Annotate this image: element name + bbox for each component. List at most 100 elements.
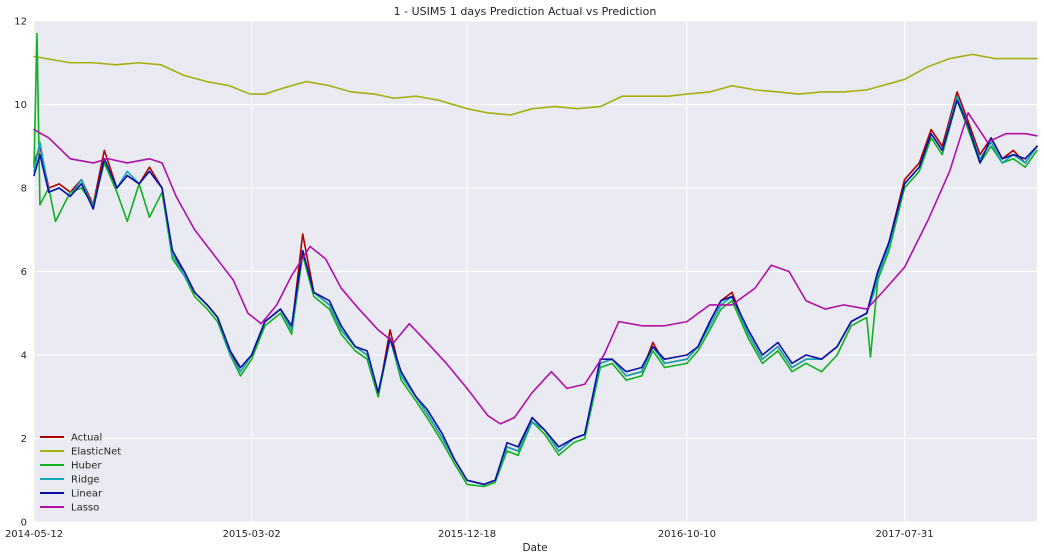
data-point [777,91,779,93]
data-point [115,64,117,66]
data-point [438,99,440,101]
data-point [175,195,177,197]
data-point [506,442,508,444]
data-point [229,350,231,352]
data-point [239,366,242,369]
data-point [229,354,231,356]
data-point [770,264,772,266]
data-point [747,329,749,331]
data-point [979,162,981,164]
data-point [836,354,838,356]
data-point [183,270,185,273]
data-point [291,325,293,327]
data-point [182,74,185,76]
data-point [584,437,586,440]
data-point [531,417,533,419]
data-point [805,300,807,302]
data-point [506,450,508,452]
data-point [206,308,208,310]
data-point [599,105,601,108]
data-point [340,329,342,331]
data-point [442,437,444,440]
data-point [641,375,643,377]
legend-label: Huber [71,461,102,472]
data-point [903,179,906,181]
data-point [558,450,560,452]
data-point [611,362,613,364]
data-point [302,250,304,252]
data-point [754,89,756,91]
data-point [531,421,533,423]
data-point [941,154,943,156]
data-point [584,383,586,385]
data-point [990,137,992,139]
data-point [611,358,613,360]
data-point [466,108,468,110]
data-point [194,291,196,293]
data-point [731,295,733,298]
data-point [400,375,402,377]
data-point [644,95,647,97]
data-point [80,179,82,181]
data-point [216,321,219,323]
data-point [1001,162,1003,164]
data-point [1005,133,1007,135]
data-point [576,108,578,110]
data-point [291,275,293,277]
data-point [264,321,266,323]
y-tick-label: 12 [14,17,27,28]
data-point [926,220,929,222]
data-point [686,362,688,364]
data-point [137,62,139,64]
data-point [264,93,266,95]
data-point [1012,158,1014,160]
series-line-ridge [33,95,1038,486]
data-point [1036,57,1038,60]
x-tick-label: 2015-03-02 [223,529,281,540]
data-point [291,329,293,331]
data-point [466,479,468,481]
data-point [979,154,981,156]
data-point [641,366,643,369]
data-point [994,57,996,60]
data-point [264,325,266,327]
data-point [930,128,932,131]
data-point [686,354,688,356]
data-point [92,62,94,64]
data-point [33,128,35,131]
data-point [213,254,215,256]
data-point [171,258,174,260]
data-point [754,287,756,289]
data-point [426,412,428,415]
data-point [80,183,82,185]
x-tick-label: 2014-05-12 [5,529,63,540]
data-point [48,191,50,193]
data-point [116,187,118,189]
data-point [573,437,575,440]
data-point [279,308,282,310]
data-point [171,250,174,252]
data-point [941,149,943,152]
grid-lines [33,20,1037,523]
data-point [805,354,807,356]
data-point [866,89,868,91]
data-point [69,195,71,197]
data-point [510,114,512,116]
tick-labels: 0 2 4 6 8 10 12 2014-05-12 2015-03-02 2015-12-18 2… [5,17,934,541]
data-point [558,446,560,448]
data-point [69,158,71,160]
data-point [92,208,94,210]
legend: Actual ElasticNet Huber Ridge Linear Lasso [40,433,121,514]
data-point [328,300,330,302]
data-point [328,85,330,87]
data-point [652,350,654,352]
data-point [366,350,368,352]
data-point [309,245,311,248]
data-point [358,308,360,310]
data-point [116,191,118,193]
y-tick-label: 6 [21,267,27,278]
data-point [39,154,41,156]
data-point [821,91,823,93]
data-point [903,78,906,81]
